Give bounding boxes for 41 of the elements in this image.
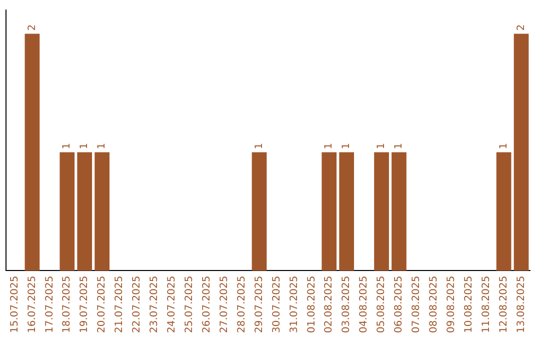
x-tick-label: 09.08.2025: [446, 276, 457, 334]
data-label: 1: [324, 142, 335, 150]
x-tick-label: 16.07.2025: [26, 276, 38, 334]
x-tick-label: 18.07.2025: [62, 276, 73, 334]
x-tick-label: 23.07.2025: [149, 276, 160, 334]
x-tick-label: 31.07.2025: [288, 276, 300, 334]
x-tick-label: 11.08.2025: [480, 276, 492, 334]
data-label: 1: [376, 142, 388, 150]
x-tick-label: 26.07.2025: [201, 276, 212, 334]
x-tick-label: 01.08.2025: [306, 276, 318, 334]
x-tick-label: 27.07.2025: [218, 276, 230, 334]
x-tick-label: 13.08.2025: [516, 276, 527, 334]
x-tick-label: 21.07.2025: [114, 276, 126, 334]
data-label: 1: [254, 142, 265, 150]
x-tick-label: 28.07.2025: [236, 276, 248, 334]
data-label: 1: [341, 142, 352, 150]
x-tick-label: 08.08.2025: [428, 276, 440, 334]
x-tick-label: 22.07.2025: [132, 276, 143, 334]
x-tick-label: 29.07.2025: [254, 276, 265, 334]
x-tick-label: 02.08.2025: [324, 276, 335, 334]
x-tick-label: 20.07.2025: [96, 276, 108, 334]
x-tick-label: 15.07.2025: [9, 276, 20, 334]
x-tick-label: 12.08.2025: [498, 276, 510, 334]
data-label: 1: [96, 142, 108, 150]
x-tick-label: 04.08.2025: [358, 276, 370, 334]
x-tick-label: 17.07.2025: [44, 276, 56, 334]
x-tick-label: 03.08.2025: [341, 276, 352, 334]
x-tick-label: 19.07.2025: [79, 276, 90, 334]
data-label: 2: [26, 24, 38, 31]
data-label: 1: [394, 142, 405, 150]
x-tick-label: 07.08.2025: [411, 276, 422, 334]
x-tick-label: 05.08.2025: [376, 276, 388, 334]
x-tick-label: 30.07.2025: [271, 276, 282, 334]
x-tick-label: 25.07.2025: [184, 276, 195, 334]
data-label: 1: [498, 142, 510, 150]
x-tick-label: 24.07.2025: [166, 276, 178, 334]
data-label: 1: [79, 142, 90, 150]
data-label: 2: [516, 24, 527, 31]
x-tick-label: 10.08.2025: [463, 276, 474, 334]
data-label: 1: [62, 142, 73, 150]
x-tick-label: 06.08.2025: [394, 276, 405, 334]
